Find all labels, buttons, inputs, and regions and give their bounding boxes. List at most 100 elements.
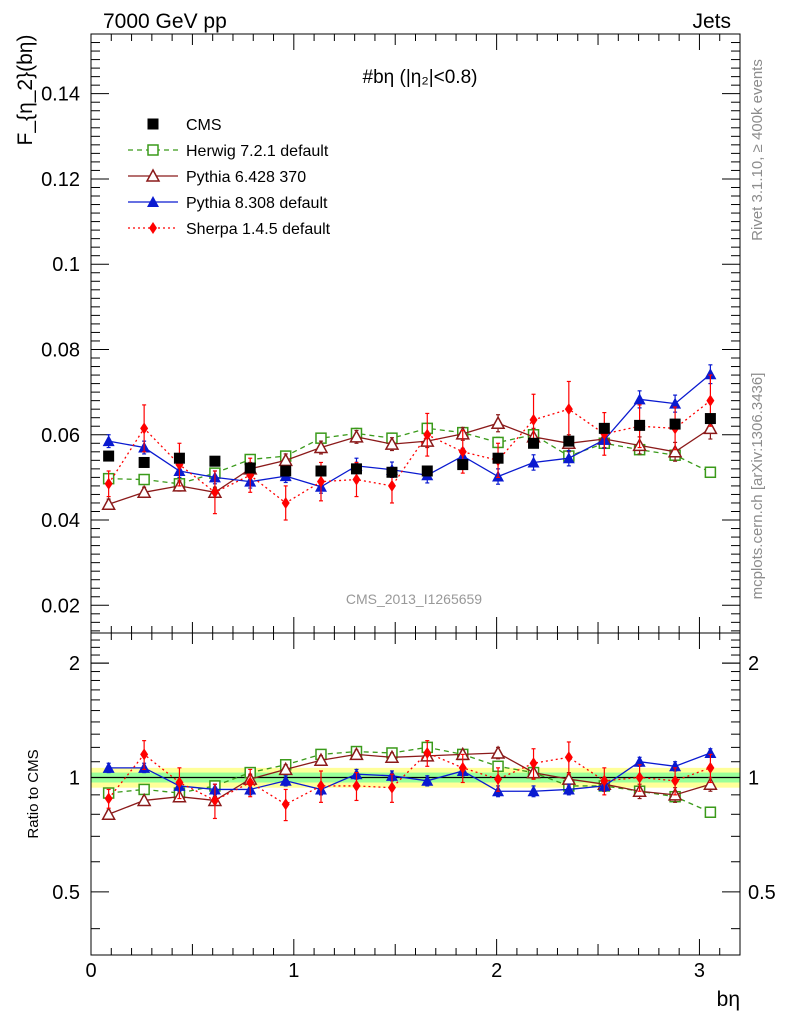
ratio-y-axis-label: Ratio to CMS: [25, 749, 42, 838]
ratio-point-pythia8: [669, 760, 682, 772]
ratio-point-sherpa: [706, 761, 715, 774]
main-point-cms: [138, 456, 150, 468]
ratio-point-sherpa: [600, 774, 609, 787]
legend-item-cms: CMS: [147, 117, 222, 134]
ratio-point-pythia6: [278, 761, 293, 776]
ratio-y-tick-label-left: 2: [69, 653, 80, 675]
legend-item-pythia8: Pythia 8.308 default: [128, 195, 328, 212]
main-point-cms: [173, 452, 185, 464]
ratio-point-sherpa: [671, 774, 680, 787]
ratio-point-sherpa: [246, 776, 255, 789]
main-point-cms: [492, 452, 504, 464]
main-point-cms: [280, 465, 292, 477]
ratio-point-pythia8: [279, 774, 292, 786]
ratio-y-tick-label-right: 0.5: [748, 882, 776, 904]
ratio-point-pythia8: [102, 761, 115, 773]
x-tick-label: 3: [694, 960, 705, 982]
ratio-point-pythia6: [490, 745, 506, 759]
main-point-sherpa: [316, 475, 325, 488]
y-tick-label: 0.04: [41, 510, 80, 532]
legend: CMS Herwig 7.2.1 default Pythia 6.428 370 P…: [128, 117, 331, 238]
main-point-cms: [103, 450, 115, 462]
ratio-point-pythia6: [101, 806, 116, 821]
x-tick-label: 1: [288, 960, 299, 982]
main-line-sherpa: [108, 400, 711, 504]
main-point-cms: [457, 459, 469, 471]
ratio-point-pythia8: [562, 783, 575, 795]
legend-label: Pythia 8.308 default: [186, 195, 328, 212]
ratio-point-pythia6: [349, 746, 364, 761]
main-point-herwig: [138, 473, 150, 486]
legend-item-sherpa: Sherpa 1.4.5 default: [128, 221, 331, 238]
ratio-y-tick-label-right: 1: [748, 767, 759, 789]
process-title: Jets: [692, 10, 731, 33]
ratio-point-sherpa: [281, 798, 290, 811]
main-series-sherpa: [104, 374, 715, 521]
y-tick-label: 0.02: [41, 595, 80, 617]
ratio-point-sherpa: [635, 771, 644, 784]
main-point-pythia8: [562, 452, 575, 464]
main-point-sherpa: [423, 428, 432, 441]
main-point-cms: [598, 422, 610, 434]
ratio-point-sherpa: [210, 794, 219, 807]
main-point-sherpa: [458, 445, 467, 458]
ratio-point-sherpa: [529, 757, 538, 770]
y-tick-label: 0.14: [41, 84, 80, 106]
legend-marker: [145, 168, 161, 182]
main-point-sherpa: [140, 422, 149, 435]
main-point-cms: [563, 435, 575, 447]
main-point-sherpa: [281, 496, 290, 509]
main-point-pythia8: [527, 456, 540, 468]
x-tick-label: 0: [85, 960, 96, 982]
main-point-sherpa: [387, 479, 396, 492]
y-axis-label: F_{η_2}(bη): [14, 35, 37, 146]
x-axis-label: bη: [717, 988, 740, 1011]
legend-label: Sherpa 1.4.5 default: [186, 221, 331, 238]
ratio-y-tick-label-right: 2: [748, 653, 759, 675]
series-layer: [101, 364, 718, 822]
ratio-point-sherpa: [494, 773, 503, 786]
ratio-point-sherpa: [387, 781, 396, 794]
ratio-point-sherpa: [140, 748, 149, 761]
mcplots-label: mcplots.cern.ch [arXiv:1306.3436]: [749, 373, 766, 600]
y-tick-label: 0.12: [41, 169, 80, 191]
ratio-point-sherpa: [316, 779, 325, 792]
main-point-pythia6: [384, 436, 400, 450]
y-tick-label: 0.08: [41, 339, 80, 361]
y-tick-label: 0.06: [41, 425, 80, 447]
ratio-point-pythia6: [136, 792, 152, 807]
main-point-cms: [386, 466, 398, 478]
ratio-y-tick-label-left: 0.5: [52, 882, 80, 904]
ratio-point-sherpa: [352, 779, 361, 792]
main-point-cms: [669, 418, 681, 430]
main-point-sherpa: [529, 413, 538, 426]
legend-item-herwig: Herwig 7.2.1 default: [128, 143, 329, 160]
ratio-point-pythia8: [421, 774, 434, 786]
main-point-cms: [209, 455, 221, 467]
main-point-cms: [421, 465, 433, 477]
main-point-pythia6: [490, 415, 506, 429]
main-point-cms: [634, 419, 646, 431]
ratio-point-sherpa: [423, 746, 432, 759]
main-point-sherpa: [706, 394, 715, 407]
ratio-point-sherpa: [564, 751, 573, 764]
main-point-cms: [350, 463, 362, 475]
main-point-sherpa: [104, 477, 113, 490]
ratio-series-sherpa: [104, 740, 715, 822]
main-point-pythia6: [101, 496, 116, 510]
main-point-cms: [315, 465, 327, 477]
legend-marker: [149, 222, 157, 234]
ratio-point-sherpa: [458, 761, 467, 774]
ratio-point-pythia8: [527, 785, 540, 797]
analysis-watermark: CMS_2013_I1265659: [346, 591, 482, 607]
main-point-sherpa: [210, 486, 219, 499]
main-point-pythia8: [102, 435, 115, 447]
ratio-point-pythia8: [633, 755, 646, 767]
main-point-cms: [704, 413, 716, 425]
axis-ticks: 0 1 2 3 0.02 0.04 0.06 0.08 0.1 0.12 0.14 0.5 0.5 1 1 2…: [41, 34, 776, 982]
ratio-line-sherpa: [108, 752, 711, 806]
main-point-pythia8: [669, 397, 682, 409]
ratio-point-sherpa: [104, 792, 113, 805]
ratio-point-pythia8: [704, 746, 717, 758]
main-series-herwig: [102, 422, 717, 490]
